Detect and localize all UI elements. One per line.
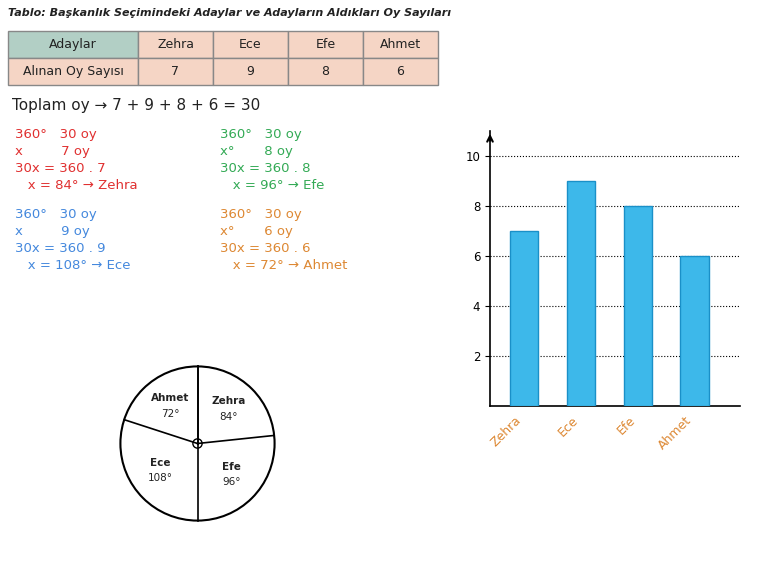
Bar — [680, 256, 709, 406]
Bar — [8, 58, 138, 85]
Bar — [363, 31, 438, 58]
Bar — [363, 58, 438, 85]
Text: Ece: Ece — [150, 458, 170, 468]
Bar — [138, 31, 213, 58]
Text: Efe: Efe — [223, 462, 242, 471]
Bar — [138, 58, 213, 85]
Bar — [567, 181, 595, 406]
Text: Tablo: Başkanlık Seçimindeki Adaylar ve Adayların Aldıkları Oy Sayıları: Tablo: Başkanlık Seçimindeki Adaylar ve … — [8, 8, 451, 18]
Text: x°       6 oy: x° 6 oy — [220, 225, 293, 238]
Bar — [213, 31, 288, 58]
Bar — [510, 231, 538, 406]
Text: x         9 oy: x 9 oy — [15, 225, 90, 238]
Text: Ece: Ece — [239, 38, 261, 51]
Bar — [8, 31, 138, 58]
Text: Efe: Efe — [315, 38, 336, 51]
Text: x°       8 oy: x° 8 oy — [220, 145, 293, 158]
Text: 6: 6 — [397, 65, 404, 78]
Text: Ahmet: Ahmet — [380, 38, 421, 51]
Text: Zehra: Zehra — [157, 38, 194, 51]
Text: Adaylar: Adaylar — [49, 38, 97, 51]
Text: 108°: 108° — [147, 473, 173, 483]
Text: 30x = 360 . 9: 30x = 360 . 9 — [15, 242, 106, 255]
Text: 96°: 96° — [223, 477, 241, 487]
Bar — [288, 31, 363, 58]
Text: Zehra: Zehra — [211, 396, 245, 406]
Text: 360°   30 oy: 360° 30 oy — [220, 128, 302, 141]
Text: Toplam oy → 7 + 9 + 8 + 6 = 30: Toplam oy → 7 + 9 + 8 + 6 = 30 — [12, 98, 260, 113]
Text: x = 84° → Zehra: x = 84° → Zehra — [15, 179, 138, 192]
Bar — [288, 58, 363, 85]
Text: 360°   30 oy: 360° 30 oy — [220, 208, 302, 221]
Text: 30x = 360 . 7: 30x = 360 . 7 — [15, 162, 106, 175]
Text: x         7 oy: x 7 oy — [15, 145, 90, 158]
Text: 8: 8 — [321, 65, 330, 78]
Text: 9: 9 — [246, 65, 255, 78]
Bar — [623, 206, 652, 406]
Text: 84°: 84° — [219, 412, 238, 422]
Text: x = 96° → Efe: x = 96° → Efe — [220, 179, 325, 192]
Text: 30x = 360 . 6: 30x = 360 . 6 — [220, 242, 311, 255]
Text: x = 72° → Ahmet: x = 72° → Ahmet — [220, 259, 347, 272]
Text: 7: 7 — [172, 65, 179, 78]
Bar — [213, 58, 288, 85]
Text: Alınan Oy Sayısı: Alınan Oy Sayısı — [23, 65, 123, 78]
Text: Ahmet: Ahmet — [151, 393, 189, 404]
Text: 360°   30 oy: 360° 30 oy — [15, 208, 97, 221]
Text: 72°: 72° — [161, 409, 179, 419]
Text: 30x = 360 . 8: 30x = 360 . 8 — [220, 162, 311, 175]
Text: 360°   30 oy: 360° 30 oy — [15, 128, 97, 141]
Text: x = 108° → Ece: x = 108° → Ece — [15, 259, 131, 272]
